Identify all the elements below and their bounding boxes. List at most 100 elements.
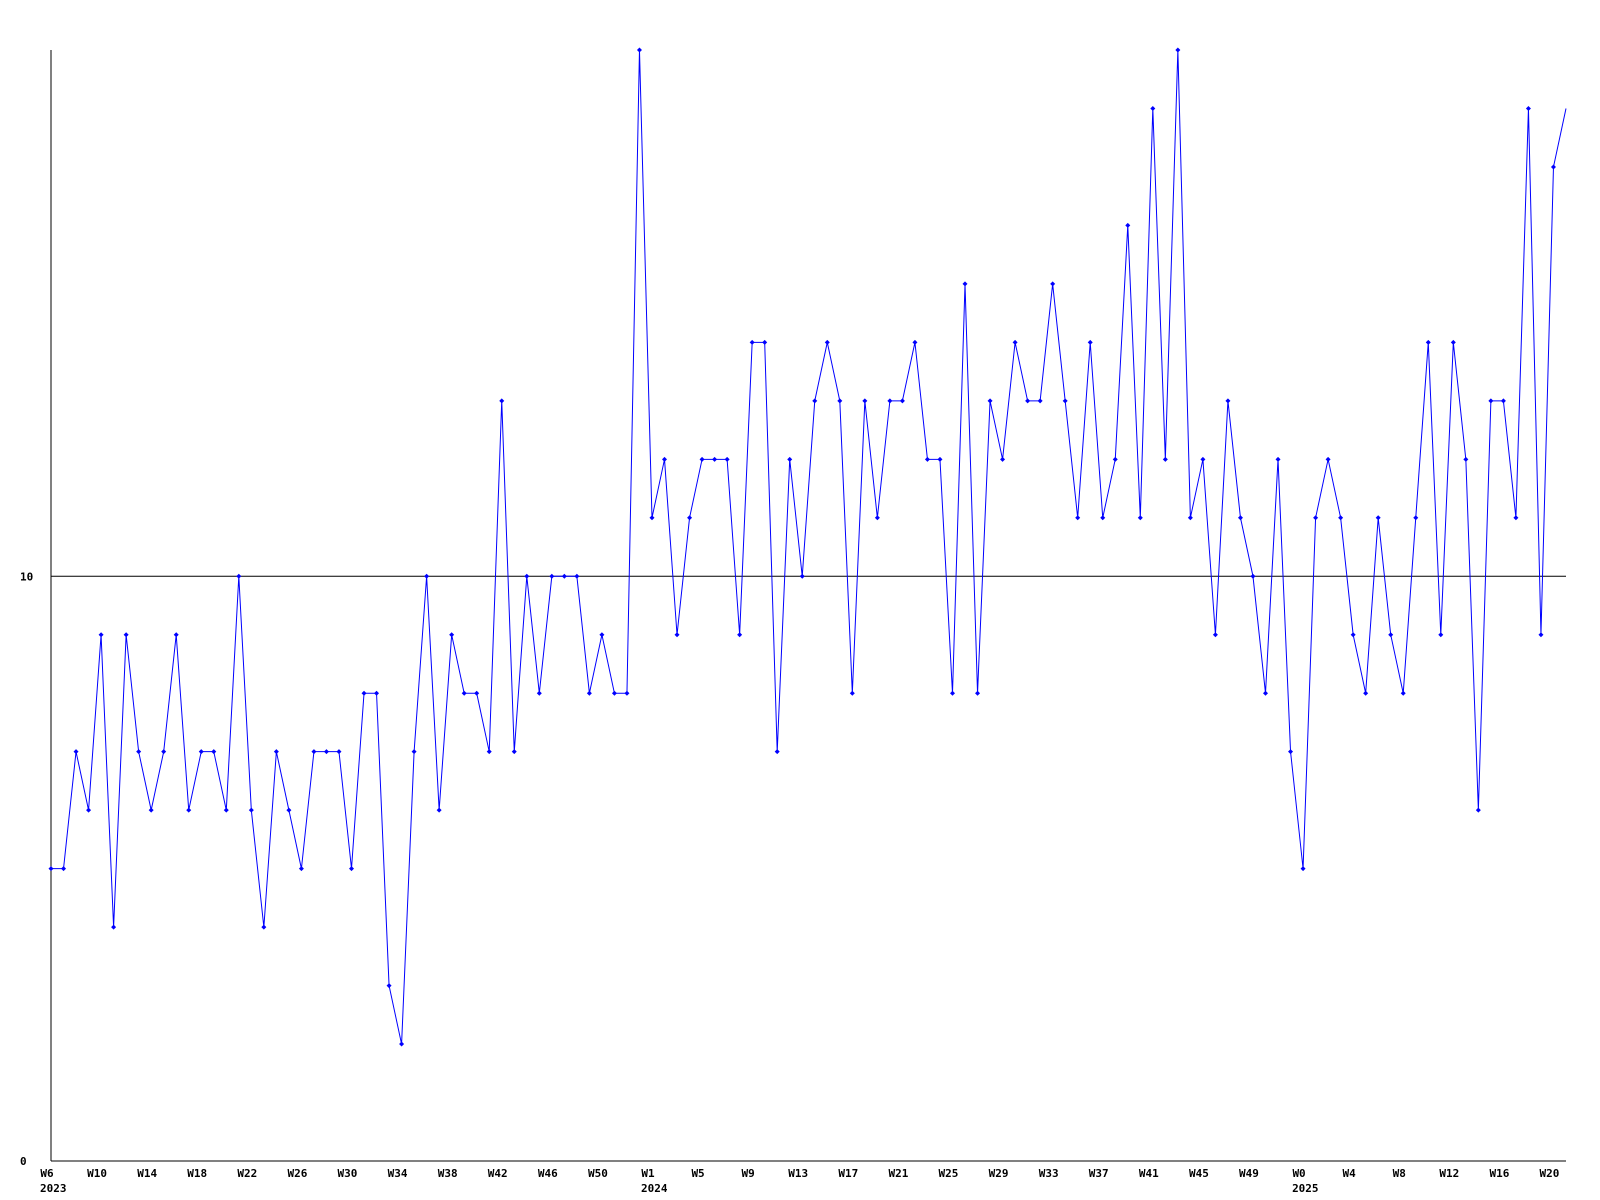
data-point xyxy=(399,1041,405,1047)
data-point xyxy=(787,456,793,462)
x-tick-label: W33 xyxy=(1039,1167,1059,1180)
data-point xyxy=(674,632,680,638)
data-point xyxy=(1363,690,1369,696)
data-point xyxy=(586,690,592,696)
x-tick-label: W1 xyxy=(641,1167,655,1180)
x-tick-label: W22 xyxy=(237,1167,257,1180)
data-point xyxy=(86,807,92,813)
data-point xyxy=(824,339,830,345)
data-point xyxy=(1162,456,1168,462)
data-point xyxy=(1375,515,1381,521)
data-point xyxy=(662,456,668,462)
data-point xyxy=(486,749,492,755)
data-point xyxy=(975,690,981,696)
data-point xyxy=(424,573,430,579)
data-point xyxy=(211,749,217,755)
data-point xyxy=(1450,339,1456,345)
data-point xyxy=(1212,632,1218,638)
year-label: 2024 xyxy=(641,1182,668,1195)
data-point xyxy=(937,456,943,462)
data-point xyxy=(887,398,893,404)
data-point xyxy=(1037,398,1043,404)
x-tick-label: W16 xyxy=(1489,1167,1509,1180)
data-point xyxy=(48,866,54,872)
x-tick-label: W10 xyxy=(87,1167,107,1180)
data-point xyxy=(699,456,705,462)
data-point xyxy=(687,515,693,521)
data-point xyxy=(323,749,329,755)
data-point xyxy=(198,749,204,755)
data-point xyxy=(762,339,768,345)
data-point xyxy=(499,398,505,404)
data-point xyxy=(1025,398,1031,404)
data-point xyxy=(561,573,567,579)
data-point xyxy=(524,573,530,579)
data-point xyxy=(1475,807,1481,813)
x-tick-label: W49 xyxy=(1239,1167,1259,1180)
data-point xyxy=(286,807,292,813)
data-point xyxy=(223,807,229,813)
data-point xyxy=(712,456,718,462)
data-point xyxy=(1125,222,1131,228)
x-tick-label: W18 xyxy=(187,1167,207,1180)
data-point xyxy=(148,807,154,813)
data-point xyxy=(1187,515,1193,521)
data-point xyxy=(1500,398,1506,404)
data-point xyxy=(636,47,642,53)
x-tick-label: W29 xyxy=(989,1167,1009,1180)
data-point xyxy=(1000,456,1006,462)
year-label: 2025 xyxy=(1292,1182,1319,1195)
data-point xyxy=(799,573,805,579)
x-tick-label: W30 xyxy=(338,1167,358,1180)
data-point xyxy=(1175,47,1181,53)
data-point xyxy=(611,690,617,696)
x-tick-label: W37 xyxy=(1089,1167,1109,1180)
data-point xyxy=(1388,632,1394,638)
data-point xyxy=(1338,515,1344,521)
data-point xyxy=(336,749,342,755)
data-point xyxy=(261,924,267,930)
data-point xyxy=(348,866,354,872)
x-tick-label: W5 xyxy=(691,1167,704,1180)
x-tick-label: W50 xyxy=(588,1167,608,1180)
data-point xyxy=(1225,398,1231,404)
data-point xyxy=(1237,515,1243,521)
data-point xyxy=(987,398,993,404)
x-tick-label: W12 xyxy=(1439,1167,1459,1180)
x-tick-label: W17 xyxy=(838,1167,858,1180)
data-point xyxy=(449,632,455,638)
data-point xyxy=(1100,515,1106,521)
x-tick-label: W4 xyxy=(1343,1167,1357,1180)
data-point xyxy=(599,632,605,638)
data-point xyxy=(874,515,880,521)
x-tick-label: W38 xyxy=(438,1167,458,1180)
data-point xyxy=(737,632,743,638)
data-point xyxy=(474,690,480,696)
data-point xyxy=(837,398,843,404)
x-tick-label: W21 xyxy=(888,1167,908,1180)
data-point xyxy=(1438,632,1444,638)
data-point xyxy=(123,632,129,638)
data-point xyxy=(924,456,930,462)
data-point xyxy=(649,515,655,521)
data-point xyxy=(61,866,67,872)
data-point xyxy=(1250,573,1256,579)
data-point xyxy=(1288,749,1294,755)
x-tick-label: W45 xyxy=(1189,1167,1209,1180)
data-point xyxy=(136,749,142,755)
x-tick-label: W9 xyxy=(742,1167,755,1180)
data-point xyxy=(1488,398,1494,404)
data-point xyxy=(1463,456,1469,462)
data-point xyxy=(1012,339,1018,345)
data-point xyxy=(1112,456,1118,462)
data-point xyxy=(1538,632,1544,638)
data-point xyxy=(386,983,392,989)
x-tick-label: W34 xyxy=(388,1167,408,1180)
data-point xyxy=(511,749,517,755)
data-point xyxy=(774,749,780,755)
data-point xyxy=(1137,515,1143,521)
x-tick-label: W20 xyxy=(1540,1167,1560,1180)
data-point xyxy=(436,807,442,813)
data-point xyxy=(1350,632,1356,638)
x-tick-label: W26 xyxy=(287,1167,307,1180)
